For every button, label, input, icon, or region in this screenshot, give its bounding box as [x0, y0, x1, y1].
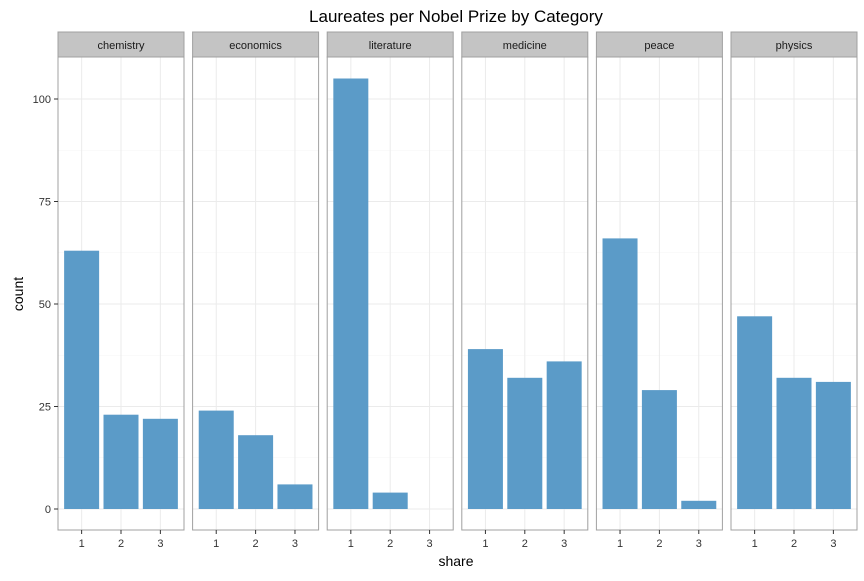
- facet-panel-medicine: medicine 1 2 3: [461, 31, 589, 550]
- bar-literature-1: [333, 78, 369, 509]
- x-tick-label: 3: [561, 538, 567, 550]
- strip-background: [595, 31, 723, 58]
- bar-economics-3: [277, 484, 313, 509]
- x-tick-label: 2: [118, 538, 124, 550]
- x-tick-label: 1: [752, 538, 758, 550]
- x-tick-label: 3: [427, 538, 433, 550]
- x-tick-label: 2: [253, 538, 259, 550]
- x-tick-label: 2: [791, 538, 797, 550]
- x-tick-label: 2: [387, 538, 393, 550]
- y-tick-label: 25: [39, 402, 51, 414]
- x-tick-label: 2: [656, 538, 662, 550]
- facet-panel-peace: peace 1 2 3: [595, 31, 723, 550]
- bar-chemistry-1: [64, 250, 100, 509]
- x-tick-label: 3: [292, 538, 298, 550]
- bar-economics-1: [198, 410, 234, 509]
- strip-background: [192, 31, 320, 58]
- bar-physics-3: [815, 381, 851, 509]
- x-axis-title: share: [438, 553, 473, 569]
- y-axis-title: count: [10, 277, 26, 311]
- bar-physics-2: [776, 377, 812, 509]
- bar-physics-1: [737, 316, 773, 509]
- x-tick-label: 2: [522, 538, 528, 550]
- y-tick-label: 75: [39, 197, 51, 209]
- chart-title: Laureates per Nobel Prize by Category: [309, 7, 603, 26]
- facet-panel-economics: economics 1 2 3: [192, 31, 320, 550]
- strip-background: [730, 31, 858, 58]
- bar-peace-2: [641, 390, 677, 509]
- y-tick-label: 50: [39, 299, 51, 311]
- x-tick-label: 1: [617, 538, 623, 550]
- x-tick-label: 1: [79, 538, 85, 550]
- strip-background: [461, 31, 589, 58]
- facet-panel-physics: physics 1 2 3: [730, 31, 858, 550]
- y-tick-label: 100: [33, 94, 51, 106]
- bar-economics-2: [238, 435, 274, 509]
- strip-label-literature: literature: [369, 40, 412, 52]
- bar-medicine-3: [546, 361, 582, 509]
- strip-label-physics: physics: [776, 40, 813, 52]
- strip-background: [57, 31, 185, 58]
- bar-chemistry-2: [103, 414, 139, 509]
- strip-label-chemistry: chemistry: [97, 40, 145, 52]
- strip-background: [326, 31, 454, 58]
- y-tick-label: 0: [45, 504, 51, 516]
- strip-label-medicine: medicine: [503, 40, 547, 52]
- x-tick-label: 3: [830, 538, 836, 550]
- bar-literature-2: [372, 492, 408, 509]
- bar-chemistry-3: [142, 418, 178, 509]
- x-tick-label: 3: [696, 538, 702, 550]
- strip-label-peace: peace: [644, 40, 674, 52]
- x-tick-label: 1: [348, 538, 354, 550]
- y-axis: 0 25 50 75 100: [33, 94, 58, 516]
- strip-label-economics: economics: [229, 40, 282, 52]
- bar-medicine-1: [467, 349, 503, 509]
- bar-peace-3: [681, 500, 717, 509]
- bar-medicine-2: [507, 377, 543, 509]
- bar-peace-1: [602, 238, 638, 509]
- facet-panel-chemistry: chemistry 1 2 3: [57, 31, 185, 550]
- x-tick-label: 1: [213, 538, 219, 550]
- facet-panel-literature: literature 1 2 3: [326, 31, 454, 550]
- x-tick-label: 3: [157, 538, 163, 550]
- x-tick-label: 1: [482, 538, 488, 550]
